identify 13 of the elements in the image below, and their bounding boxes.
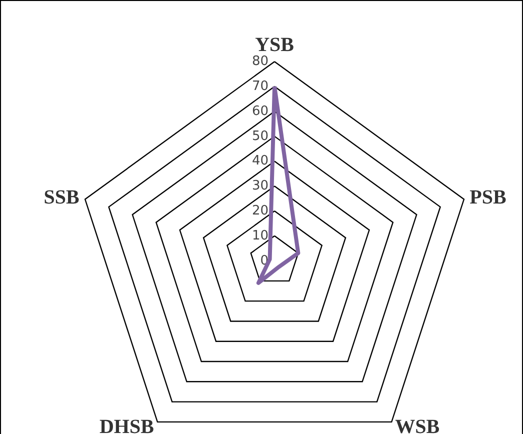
spoke-label: WSB [395, 416, 440, 434]
spoke-label: DHSB [99, 416, 154, 434]
y-tick-label: 70 [252, 79, 269, 94]
y-tick-label: 30 [252, 178, 269, 194]
y-tick-label: 40 [252, 154, 269, 169]
y-tick-label: 10 [252, 228, 269, 244]
y-tick-label: 60 [252, 104, 269, 119]
spoke-label: PSB [470, 186, 506, 208]
y-tick-label: 20 [252, 204, 269, 219]
spoke-label: SSB [44, 186, 80, 208]
y-tick-label: 50 [252, 128, 269, 144]
spoke-label: YSB [255, 34, 294, 56]
y-tick-label: 80 [252, 54, 269, 70]
